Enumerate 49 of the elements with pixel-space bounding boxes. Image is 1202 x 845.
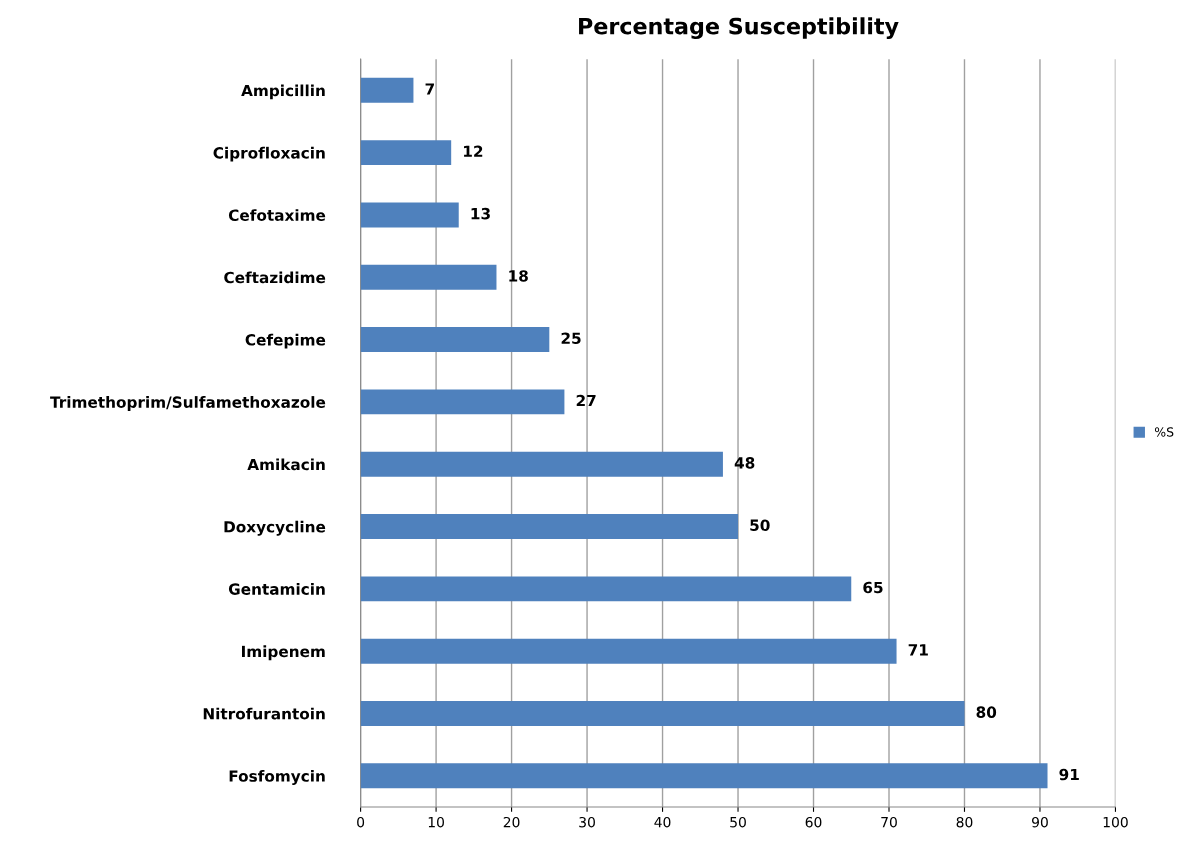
bar: [360, 763, 1048, 789]
x-tick-label: 40: [654, 816, 671, 828]
x-tick-label: 60: [805, 816, 822, 828]
y-tick-label: Doxycycline: [224, 520, 326, 536]
x-tick-label: 90: [1032, 816, 1048, 828]
data-label: 48: [734, 457, 755, 469]
data-label: 80: [976, 706, 997, 718]
bar: [360, 140, 452, 166]
x-tick-label: 100: [1103, 816, 1128, 828]
y-tick-label: Cefepime: [245, 333, 326, 349]
x-tick-label: 70: [881, 816, 897, 828]
bar: [360, 638, 897, 664]
data-label: 27: [576, 394, 596, 407]
data-label: 65: [863, 581, 883, 594]
bar: [360, 202, 459, 228]
y-tick-label: Imipenem: [241, 645, 325, 661]
x-tick-label: 0: [357, 816, 365, 828]
chart-title: Percentage Susceptibility: [579, 17, 899, 39]
data-label: 25: [561, 332, 581, 345]
legend-label: %S: [1154, 427, 1174, 437]
y-tick-label: Trimethoprim/Sulfamethoxazole: [50, 396, 326, 411]
y-tick-label: Amikacin: [247, 458, 325, 471]
y-tick-label: Cefotaxime: [228, 209, 326, 221]
bar: [360, 451, 723, 477]
bar: [360, 77, 414, 103]
y-tick-label: Ciprofloxacin: [213, 146, 325, 162]
x-tick-label: 50: [730, 816, 746, 828]
data-label: 13: [471, 207, 490, 220]
data-label: 7: [425, 83, 434, 95]
bar: [360, 264, 497, 290]
data-label: 12: [464, 145, 483, 157]
bar: [360, 576, 852, 602]
y-tick-label: Nitrofurantoin: [203, 707, 325, 720]
x-tick-label: 80: [956, 816, 973, 828]
data-label: 91: [1059, 768, 1079, 781]
data-label: 18: [509, 270, 528, 282]
y-tick-label: Ceftazidime: [224, 271, 326, 284]
data-label: 71: [908, 644, 928, 656]
bar: [360, 389, 565, 415]
data-label: 50: [750, 519, 770, 531]
y-tick-label: Fosfomycin: [229, 770, 325, 785]
x-tick-label: 30: [579, 816, 595, 828]
y-tick-label: Gentamicin: [228, 583, 325, 595]
y-tick-label: Ampicillin: [241, 84, 325, 100]
bar: [360, 701, 965, 726]
bar: [360, 327, 550, 353]
bar: [360, 514, 739, 539]
x-tick-label: 10: [428, 816, 444, 828]
x-tick-label: 20: [503, 816, 520, 828]
